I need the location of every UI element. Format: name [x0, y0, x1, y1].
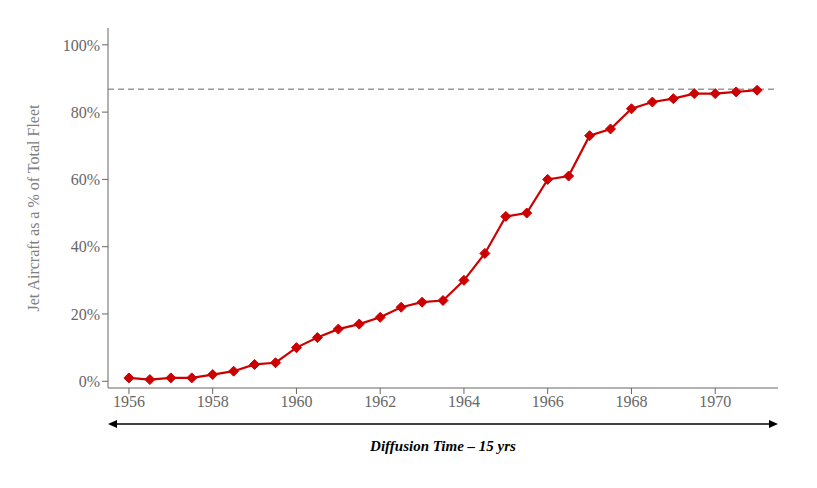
svg-text:20%: 20%	[71, 306, 100, 323]
svg-text:1956: 1956	[113, 393, 145, 410]
svg-text:100%: 100%	[63, 37, 100, 54]
svg-text:60%: 60%	[71, 171, 100, 188]
svg-text:1970: 1970	[699, 393, 731, 410]
svg-text:40%: 40%	[71, 238, 100, 255]
svg-text:1962: 1962	[364, 393, 396, 410]
svg-text:Jet Aircraft as a % of Total F: Jet Aircraft as a % of Total Fleet	[25, 104, 42, 312]
svg-text:0%: 0%	[79, 373, 100, 390]
svg-text:Diffusion Time – 15 yrs: Diffusion Time – 15 yrs	[369, 438, 516, 454]
svg-text:1960: 1960	[280, 393, 312, 410]
svg-text:1958: 1958	[197, 393, 229, 410]
svg-text:1964: 1964	[448, 393, 480, 410]
svg-text:1966: 1966	[532, 393, 564, 410]
svg-text:1968: 1968	[615, 393, 647, 410]
svg-text:80%: 80%	[71, 104, 100, 121]
